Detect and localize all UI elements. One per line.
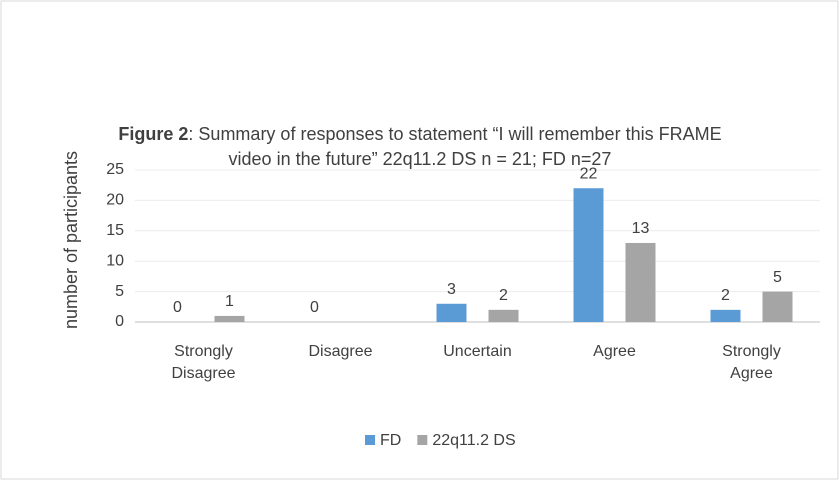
x-tick-label-line: Strongly bbox=[722, 343, 781, 360]
title-prefix: Figure 2 bbox=[118, 124, 189, 144]
bar bbox=[625, 242, 656, 322]
y-tick-label: 0 bbox=[115, 313, 124, 330]
x-tick-label-line: Agree bbox=[593, 343, 636, 360]
legend-label: FD bbox=[380, 432, 401, 449]
data-label: 13 bbox=[632, 220, 650, 237]
data-label: 2 bbox=[721, 287, 730, 304]
y-tick-label: 15 bbox=[106, 222, 124, 239]
x-tick-label: Uncertain bbox=[443, 343, 511, 360]
bar bbox=[710, 309, 741, 322]
x-tick-label-line: Disagree bbox=[171, 365, 235, 382]
legend-swatch bbox=[417, 435, 428, 445]
x-tick-label-line: Disagree bbox=[308, 343, 372, 360]
x-tick-label: Strongly Agree bbox=[722, 343, 781, 382]
bar bbox=[488, 309, 519, 322]
y-axis-title: number of participants bbox=[61, 151, 81, 329]
bar bbox=[214, 315, 245, 322]
data-label: 5 bbox=[773, 269, 782, 286]
legend-label: 22q11.2 DS bbox=[432, 432, 515, 449]
y-tick-label: 25 bbox=[106, 161, 124, 178]
x-tick-label-line: Uncertain bbox=[443, 343, 511, 360]
data-label: 22 bbox=[580, 165, 598, 182]
title-text: : Summary of responses to statement “I w… bbox=[188, 124, 722, 169]
data-label: 0 bbox=[310, 299, 319, 316]
y-tick-label: 20 bbox=[106, 192, 124, 209]
chart-title: Figure 2: Summary of responses to statem… bbox=[110, 122, 730, 172]
legend-swatch bbox=[365, 435, 375, 445]
data-label: 2 bbox=[499, 287, 508, 304]
data-label: 3 bbox=[447, 281, 456, 298]
data-label: 1 bbox=[225, 293, 234, 310]
x-tick-label: Strongly Disagree bbox=[171, 343, 235, 382]
bar bbox=[573, 188, 604, 322]
x-tick-label-line: Strongly bbox=[174, 343, 233, 360]
y-tick-label: 5 bbox=[115, 283, 124, 300]
bar bbox=[762, 291, 793, 322]
x-tick-label: Disagree bbox=[308, 343, 372, 360]
y-tick-label: 10 bbox=[106, 252, 124, 269]
x-tick-label: Agree bbox=[593, 343, 636, 360]
data-label: 0 bbox=[173, 299, 182, 316]
bar bbox=[436, 303, 467, 322]
x-tick-label-line: Agree bbox=[730, 365, 773, 382]
